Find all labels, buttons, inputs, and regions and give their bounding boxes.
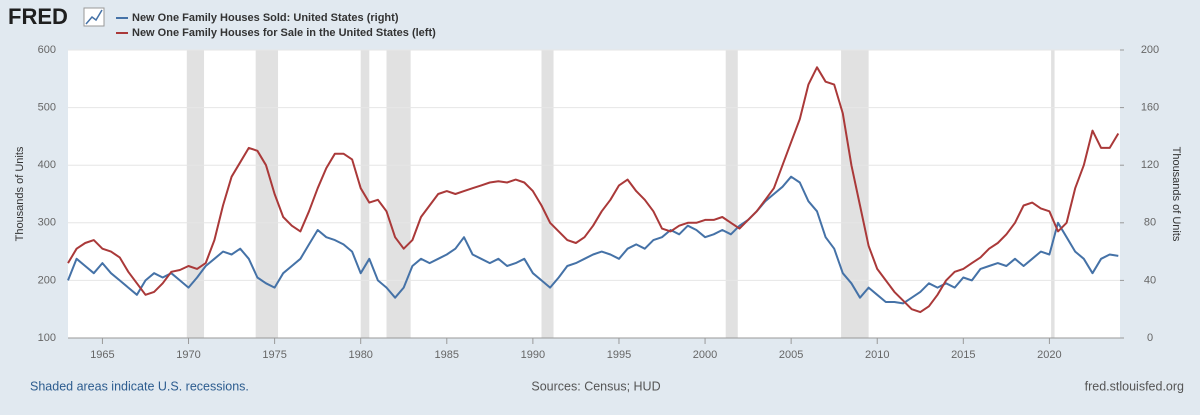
logo-icon: [83, 7, 105, 27]
y2-tick-label: 0: [1147, 332, 1153, 344]
recession-note[interactable]: Shaded areas indicate U.S. recessions.: [30, 379, 249, 393]
y-axis-label: Thousands of Units: [14, 146, 26, 241]
legend-label: New One Family Houses Sold: United State…: [132, 12, 399, 24]
recession-band: [841, 50, 869, 338]
y-tick-label: 200: [38, 274, 56, 286]
y2-tick-label: 80: [1144, 217, 1156, 229]
y-tick-label: 300: [38, 217, 56, 229]
y2-axis-label: Thousands of Units: [1170, 147, 1182, 242]
x-tick-label: 1980: [348, 349, 372, 361]
x-tick-label: 2005: [779, 349, 803, 361]
x-tick-label: 1985: [435, 349, 459, 361]
x-tick-label: 2010: [865, 349, 889, 361]
x-tick-label: 1970: [176, 349, 200, 361]
x-tick-label: 1995: [607, 349, 631, 361]
site[interactable]: fred.stlouisfed.org: [1085, 379, 1184, 393]
y2-tick-label: 120: [1141, 159, 1159, 171]
legend-label: New One Family Houses for Sale in the Un…: [132, 27, 436, 39]
y-tick-label: 600: [38, 44, 56, 56]
recession-band: [541, 50, 554, 338]
recession-band: [186, 50, 205, 338]
x-tick-label: 1965: [90, 349, 114, 361]
x-tick-label: 2020: [1037, 349, 1061, 361]
y2-tick-label: 200: [1141, 44, 1159, 56]
logo[interactable]: FRED: [8, 4, 68, 29]
y2-tick-label: 40: [1144, 274, 1156, 286]
recession-band: [725, 50, 738, 338]
y2-tick-label: 160: [1141, 102, 1159, 114]
recession-band: [255, 50, 279, 338]
x-tick-label: 1990: [521, 349, 545, 361]
recession-band: [386, 50, 411, 338]
x-tick-label: 1975: [262, 349, 286, 361]
plot-area: [68, 50, 1120, 338]
y-tick-label: 500: [38, 102, 56, 114]
recession-band: [1051, 50, 1055, 338]
x-tick-label: 2015: [951, 349, 975, 361]
sources: Sources: Census; HUD: [531, 379, 660, 393]
y-tick-label: 400: [38, 159, 56, 171]
x-tick-label: 2000: [693, 349, 717, 361]
series-line: [67, 66, 1120, 314]
y-tick-label: 100: [38, 332, 56, 344]
